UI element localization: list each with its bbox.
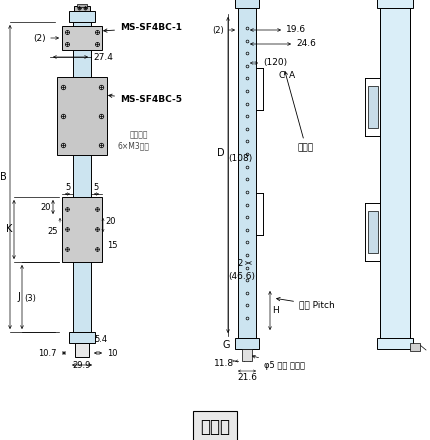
Text: 11.8: 11.8 [214,359,234,367]
Text: B: B [0,172,7,182]
Bar [235,338,259,349]
Text: (120): (120) [263,59,287,67]
Bar [69,11,95,22]
Text: 27.4: 27.4 [93,52,113,62]
Bar [380,8,410,338]
Text: K: K [6,224,12,235]
Bar [410,343,420,351]
Text: (46.6): (46.6) [228,271,255,281]
Text: 6×M3구멍: 6×M3구멍 [118,142,150,150]
Text: 접시나사: 접시나사 [130,131,148,139]
Text: (3): (3) [24,294,36,304]
Bar [75,343,89,357]
Bar [69,332,95,343]
Text: 5.4: 5.4 [94,335,107,344]
Text: MS-SF4BC-5: MS-SF4BC-5 [109,94,182,104]
Bar [365,203,380,261]
Bar [74,6,90,11]
Text: 15: 15 [107,242,117,250]
Text: (2): (2) [212,26,224,34]
Text: 검출폭: 검출폭 [284,72,314,153]
Text: (108): (108) [228,154,252,162]
Bar [365,78,380,136]
Text: 2: 2 [238,258,243,268]
Bar [77,4,87,7]
Bar [62,26,102,50]
Bar [377,338,413,349]
Text: 10.7: 10.7 [39,348,57,357]
Text: D: D [218,148,225,158]
Text: 25: 25 [48,227,58,236]
Text: J: J [17,292,20,302]
Bar [238,8,256,338]
Bar [377,0,413,8]
Bar [57,77,107,155]
Text: H: H [272,306,279,315]
Text: 21.6: 21.6 [237,373,257,382]
Text: (2): (2) [34,33,46,43]
Text: 29.9: 29.9 [73,360,91,370]
Text: 10: 10 [107,348,117,357]
Bar [62,197,102,262]
Text: 24.6: 24.6 [296,40,316,48]
Bar [235,0,259,8]
Bar [368,211,378,253]
Text: 5: 5 [94,183,99,192]
Text: 19.6: 19.6 [286,26,306,34]
Text: C: C [279,71,285,81]
Text: 20: 20 [105,216,116,225]
Text: 투광기: 투광기 [200,418,230,436]
Text: A: A [289,71,295,81]
Bar [368,86,378,128]
Bar [242,349,252,361]
Bar [73,22,91,332]
Text: G: G [222,340,230,350]
Text: φ5 회색 케이블: φ5 회색 케이블 [252,356,305,370]
Text: MS-SF4BC-1: MS-SF4BC-1 [104,23,182,33]
Text: 5: 5 [65,183,70,192]
Text: 20: 20 [40,202,51,212]
Text: 광축 Pitch: 광축 Pitch [276,297,335,309]
